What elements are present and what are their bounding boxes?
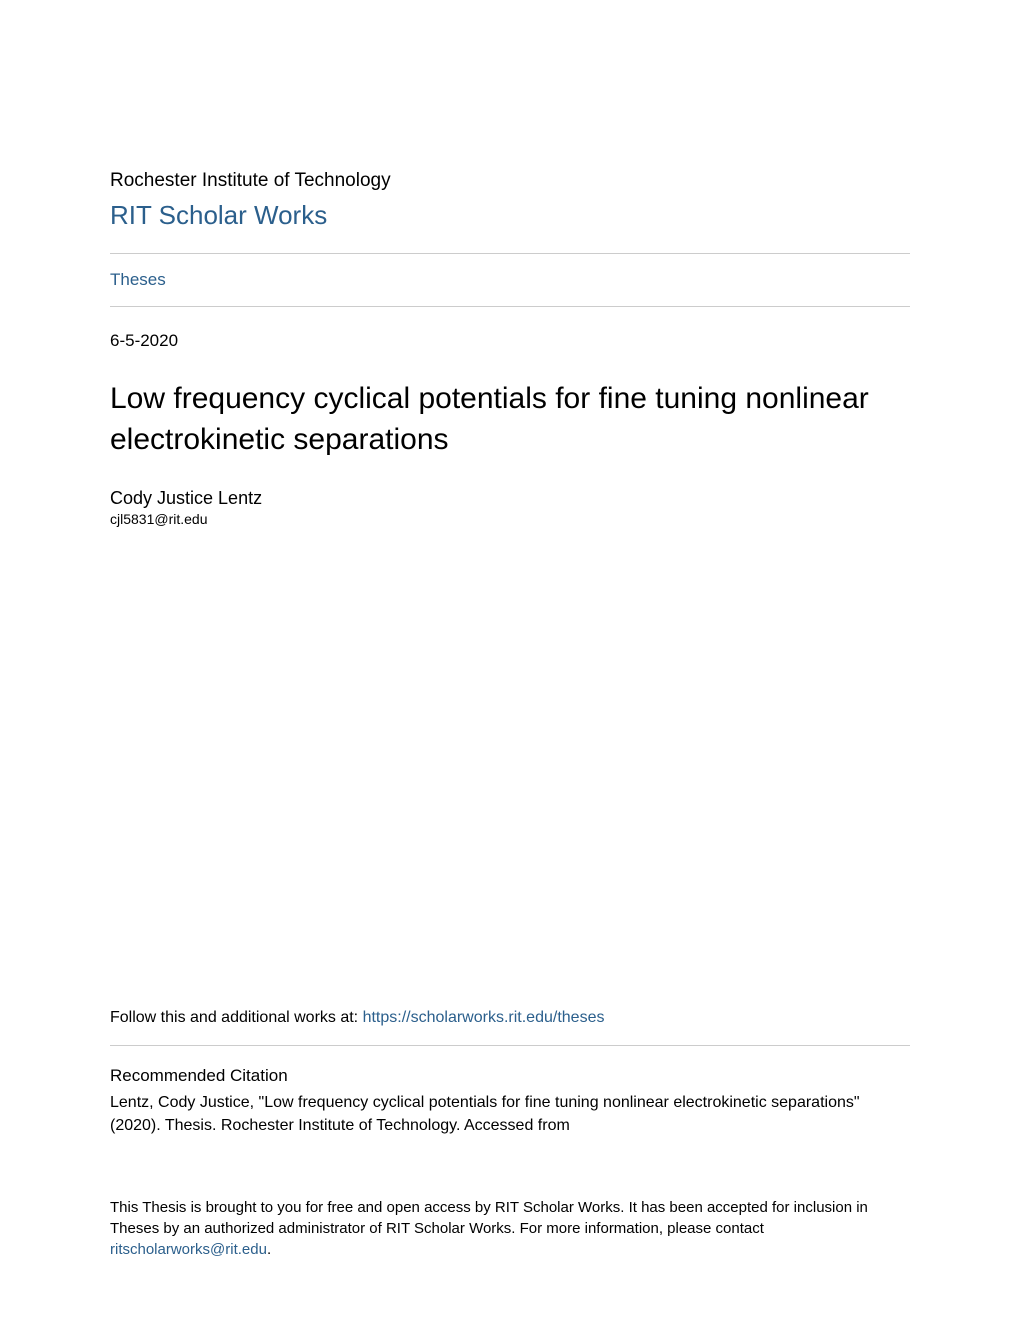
footer-suffix: . (267, 1241, 271, 1258)
footer-email-link[interactable]: ritscholarworks@rit.edu (110, 1241, 267, 1258)
author-email: cjl5831@rit.edu (110, 511, 910, 527)
author-name: Cody Justice Lentz (110, 488, 910, 509)
footer-text: This Thesis is brought to you for free a… (110, 1197, 910, 1260)
document-title: Low frequency cyclical potentials for fi… (110, 379, 910, 460)
citation-text: Lentz, Cody Justice, "Low frequency cycl… (110, 1092, 910, 1137)
spacer (110, 527, 910, 1009)
divider (110, 1045, 910, 1046)
citation-heading: Recommended Citation (110, 1066, 910, 1086)
repository-link[interactable]: RIT Scholar Works (110, 200, 910, 231)
follow-line: Follow this and additional works at: htt… (110, 1009, 910, 1027)
document-page: Rochester Institute of Technology RIT Sc… (0, 0, 1020, 1320)
divider (110, 306, 910, 307)
footer-body: This Thesis is brought to you for free a… (110, 1199, 868, 1237)
collection-link[interactable]: Theses (110, 254, 910, 306)
publication-date: 6-5-2020 (110, 331, 910, 351)
follow-prefix: Follow this and additional works at: (110, 1009, 363, 1026)
follow-link[interactable]: https://scholarworks.rit.edu/theses (363, 1009, 605, 1026)
institution-name: Rochester Institute of Technology (110, 170, 910, 192)
